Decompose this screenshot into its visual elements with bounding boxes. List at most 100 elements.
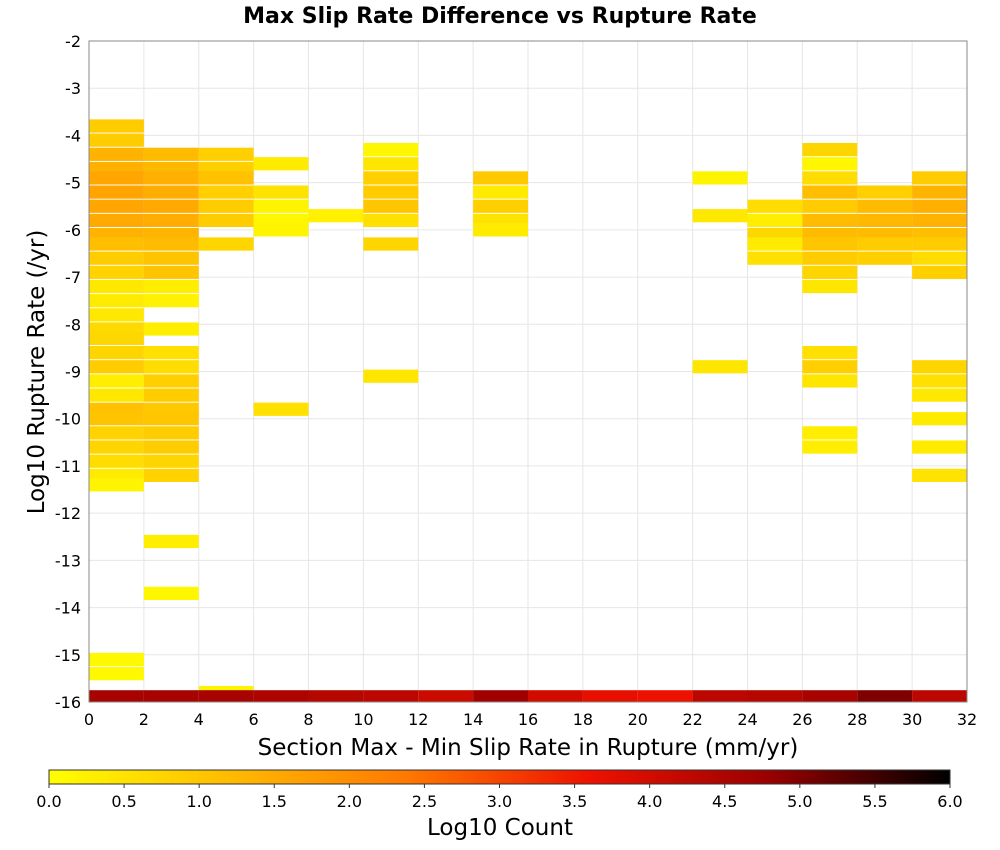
x-tick-label: 32 [957,710,977,729]
heatmap-cell [143,426,199,440]
heatmap-cell [89,360,144,374]
heatmap-cell [253,402,309,416]
heatmap-cell-bottom [857,690,913,702]
heatmap-cell-bottom [473,690,528,702]
y-tick-label: -2 [65,32,81,51]
heatmap-cell [253,185,309,199]
heatmap-cell [143,586,199,601]
heatmap-cell [747,213,803,228]
colorbar-tick-label: 4.5 [712,792,737,811]
heatmap-cell [89,147,144,161]
heatmap-cell [747,199,803,213]
x-tick-label: 30 [902,710,922,729]
heatmap-cell [198,199,254,213]
heatmap-cell [802,171,858,185]
heatmap-cell [198,213,254,228]
heatmap-cell [89,426,144,440]
heatmap-cell [802,265,858,279]
heatmap-cell [253,223,309,237]
x-tick-label: 10 [353,710,373,729]
heatmap-cell [857,185,913,199]
heatmap-cell [473,185,528,199]
colorbar-label: Log10 Count [427,815,573,841]
heatmap-cell [89,237,144,251]
heatmap-cell-bottom [253,690,309,702]
heatmap-cell [143,251,199,265]
heatmap-cell [143,468,199,482]
heatmap-cell [912,251,967,265]
heatmap-cell-bottom [582,690,638,702]
heatmap-cell [89,251,144,265]
colorbar-tick-label: 1.0 [186,792,211,811]
x-tick-label: 6 [249,710,259,729]
heatmap-cell [143,147,199,161]
y-tick-label: -16 [55,693,81,712]
colorbar-tick-labels: 0.0 0.5 1.0 1.5 2.0 2.5 3.0 3.5 4.0 4.5 5.0 5.5 6.0 [36,784,963,811]
heatmap-cell [912,237,967,251]
heatmap-cell [802,251,858,265]
x-tick-label: 0 [84,710,94,729]
heatmap-cell [802,440,858,454]
heatmap-cell [473,171,528,185]
y-tick-label: -5 [65,174,81,193]
heatmap-cell-bottom [89,690,144,702]
heatmap-cell [198,147,254,161]
x-tick-label: 8 [303,710,313,729]
heatmap-cell [253,199,309,213]
heatmap-cells [89,119,967,702]
heatmap-cell [692,209,748,223]
heatmap-cell [89,388,144,402]
heatmap-cell [89,119,144,133]
heatmap-cell [802,157,858,171]
y-tick-label: -15 [55,646,81,665]
heatmap-cell [912,412,967,426]
x-tick-label: 20 [628,710,648,729]
heatmap-cell-bottom [363,690,419,702]
heatmap-cell [89,171,144,185]
y-tick-label: -10 [55,410,81,429]
x-tick-label: 16 [518,710,538,729]
colorbar-tick-label: 2.0 [337,792,362,811]
heatmap-cell [89,652,144,667]
heatmap-cell [308,209,364,223]
heatmap-cell [747,237,803,251]
heatmap-cell [143,294,199,308]
heatmap-cell-bottom [308,690,364,702]
y-tick-label: -14 [55,599,81,618]
heatmap-cell [473,223,528,237]
heatmap-cell [692,171,748,185]
heatmap-cell-bottom [802,690,858,702]
heatmap-cell [89,199,144,213]
x-tick-label: 4 [194,710,204,729]
heatmap-cell [143,454,199,468]
y-tick-label: -6 [65,221,81,240]
heatmap-cell [89,213,144,228]
heatmap-cell [89,265,144,279]
heatmap-cell [89,454,144,468]
x-tick-label: 22 [682,710,702,729]
heatmap-cell [143,440,199,454]
colorbar-tick-label: 3.0 [487,792,512,811]
heatmap-cell [857,213,913,228]
heatmap-cell [802,142,858,157]
colorbar-tick-label: 0.5 [111,792,136,811]
heatmap-cell [89,279,144,294]
x-axis-label: Section Max - Min Slip Rate in Rupture (… [258,735,799,761]
heatmap-cell [198,185,254,199]
heatmap-cell [363,142,419,157]
x-tick-label: 28 [847,710,867,729]
x-tick-label: 26 [792,710,812,729]
heatmap-cell [89,133,144,147]
heatmap-cell [143,185,199,199]
heatmap-cell [912,265,967,279]
heatmap-cell [143,374,199,388]
heatmap-cell [912,374,967,388]
colorbar [48,769,951,785]
heatmap-cell [802,185,858,199]
heatmap-cell [89,412,144,426]
heatmap-cell [802,213,858,228]
heatmap-cell [802,426,858,440]
colorbar-tick-label: 2.5 [412,792,437,811]
heatmap-cell [143,322,199,336]
